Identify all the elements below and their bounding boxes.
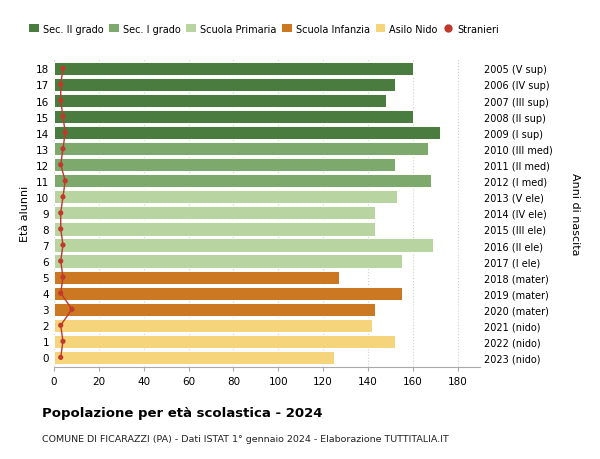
Bar	[54, 335, 395, 348]
Bar	[54, 111, 413, 124]
Point	[56, 290, 65, 297]
Bar	[54, 159, 395, 172]
Bar	[54, 191, 397, 204]
Point	[58, 66, 68, 73]
Point	[56, 258, 65, 265]
Point	[58, 338, 68, 345]
Bar	[54, 271, 339, 284]
Point	[58, 242, 68, 249]
Point	[56, 210, 65, 217]
Bar	[54, 95, 386, 108]
Legend: Sec. II grado, Sec. I grado, Scuola Primaria, Scuola Infanzia, Asilo Nido, Stran: Sec. II grado, Sec. I grado, Scuola Prim…	[29, 24, 499, 34]
Bar	[54, 287, 401, 300]
Bar	[54, 351, 334, 364]
Bar	[54, 319, 373, 332]
Bar	[54, 143, 428, 156]
Bar	[54, 223, 374, 236]
Bar	[54, 239, 433, 252]
Point	[56, 226, 65, 233]
Bar	[54, 79, 395, 92]
Y-axis label: Età alunni: Età alunni	[20, 185, 31, 241]
Bar	[54, 63, 413, 76]
Point	[58, 194, 68, 201]
Bar	[54, 207, 374, 220]
Point	[58, 146, 68, 153]
Point	[61, 130, 70, 137]
Point	[56, 322, 65, 329]
Text: Popolazione per età scolastica - 2024: Popolazione per età scolastica - 2024	[42, 406, 323, 419]
Point	[56, 98, 65, 105]
Point	[61, 178, 70, 185]
Point	[67, 306, 77, 313]
Point	[58, 114, 68, 121]
Point	[56, 162, 65, 169]
Bar	[54, 175, 431, 188]
Y-axis label: Anni di nascita: Anni di nascita	[569, 172, 580, 255]
Text: COMUNE DI FICARAZZI (PA) - Dati ISTAT 1° gennaio 2024 - Elaborazione TUTTITALIA.: COMUNE DI FICARAZZI (PA) - Dati ISTAT 1°…	[42, 434, 449, 443]
Bar	[54, 127, 440, 140]
Point	[56, 82, 65, 89]
Bar	[54, 303, 374, 316]
Bar	[54, 255, 401, 268]
Point	[56, 354, 65, 361]
Point	[58, 274, 68, 281]
